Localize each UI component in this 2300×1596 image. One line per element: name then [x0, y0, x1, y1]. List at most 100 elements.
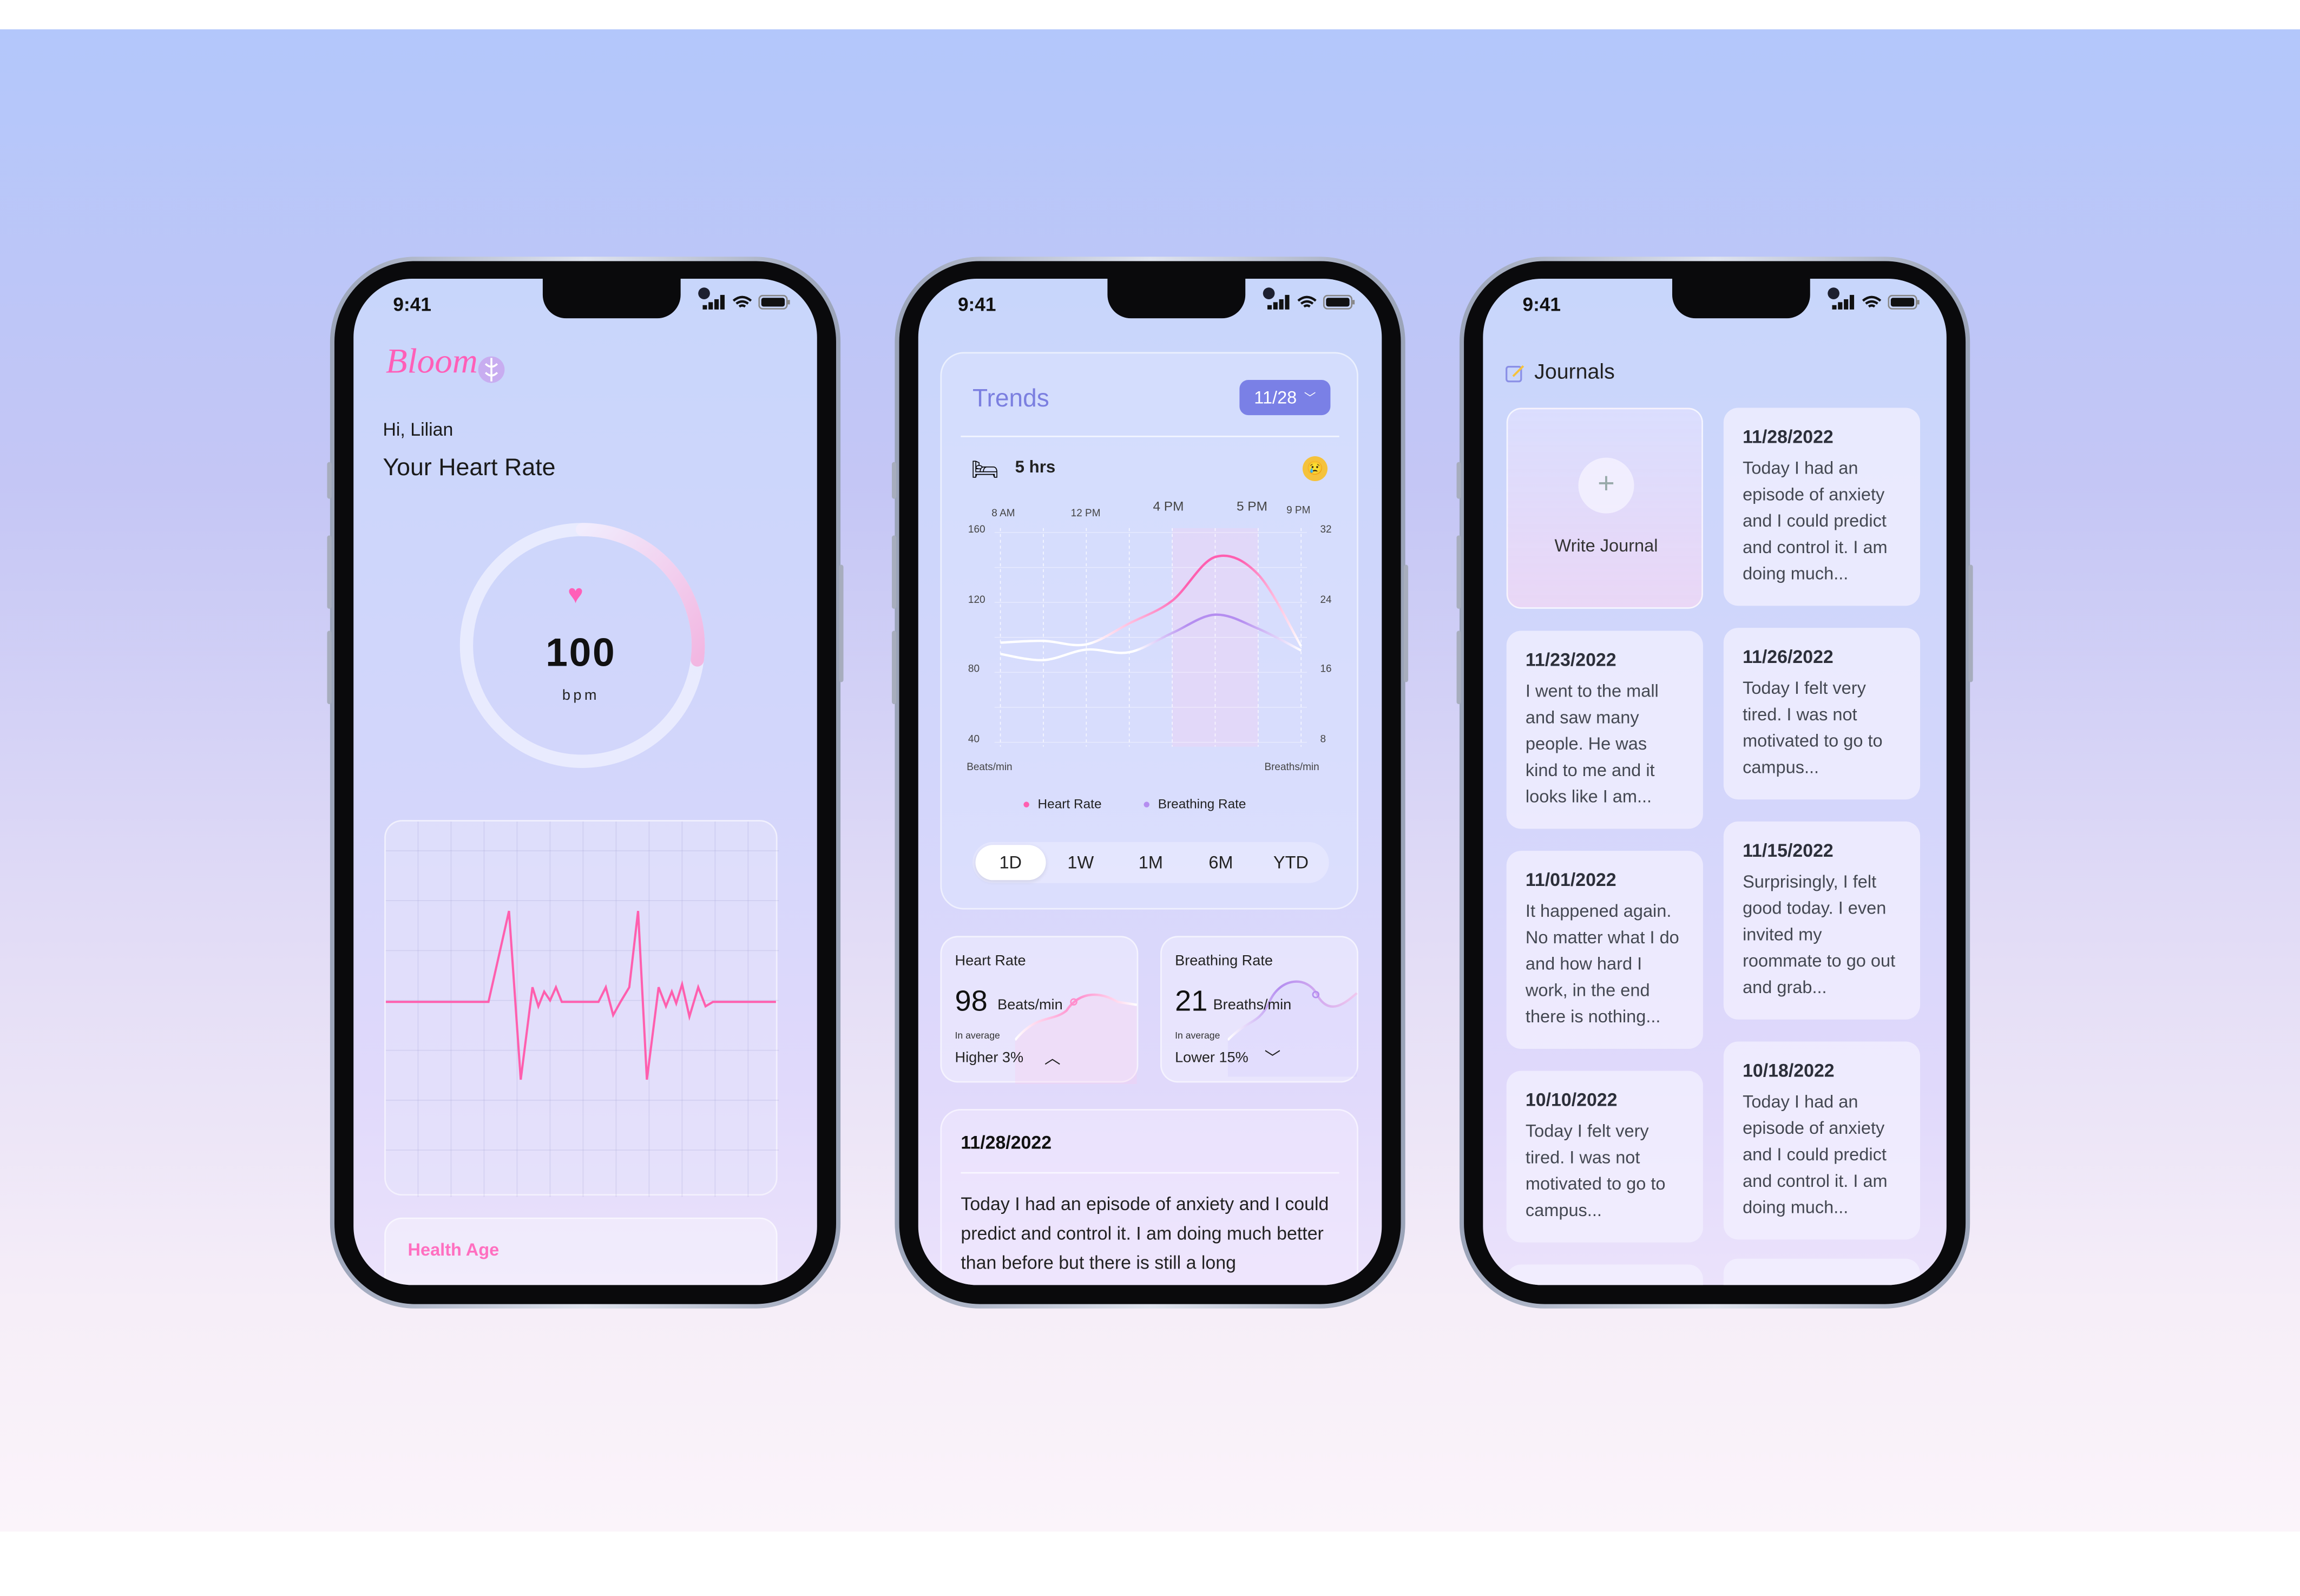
heart-rate-line: [1000, 554, 1303, 647]
journal-card[interactable]: 11/28/2022 Today I had an episode of anxi…: [1723, 408, 1921, 606]
journal-card[interactable]: 11/23/2022 I went to the mall and saw man…: [1506, 630, 1703, 829]
health-age-label: Health Age: [408, 1239, 500, 1260]
journal-date: 11/01/2022: [1525, 870, 1616, 891]
trends-card: Trends 11/28 ﹀ 🛏 5 hrs 😢 ● Heart Rate ● B…: [940, 352, 1358, 910]
card-title: Heart Rate: [955, 953, 1026, 970]
tab-6m[interactable]: 6M: [1208, 852, 1233, 873]
flower-logo-icon: [478, 356, 505, 383]
card-value: 98: [955, 986, 988, 1019]
journal-date: 11/23/2022: [1525, 649, 1616, 671]
card-unit: Beats/min: [997, 997, 1063, 1014]
page-title: Your Heart Rate: [383, 455, 556, 482]
journals-screen: 9:41 Journals + Write Journal 11/23/2022…: [1483, 278, 1947, 1285]
chevron-down-icon: ﹀: [1264, 1050, 1281, 1068]
journals-title: Journals: [1534, 360, 1615, 385]
status-icons: [702, 294, 791, 310]
tab-1d[interactable]: 1D: [975, 845, 1046, 881]
journal-text: Today I had an episode of anxiety and I …: [961, 1194, 1329, 1273]
heart-icon: ♥: [567, 579, 583, 609]
journal-date: 11/28/2022: [1743, 426, 1834, 448]
y-tick-right: 16: [1320, 665, 1332, 675]
x-tick-label: 5 PM: [1236, 498, 1267, 514]
card-caption: In average: [955, 1031, 1000, 1042]
divider: [961, 436, 1339, 437]
card-value: 21: [1175, 986, 1208, 1019]
journal-card[interactable]: 11/15/2022 Surprisingly, I felt good toda…: [1723, 821, 1921, 1020]
tab-1m[interactable]: 1M: [1138, 852, 1163, 873]
y-axis-label-right: Breaths/min: [1264, 763, 1319, 773]
plus-icon: +: [1578, 457, 1634, 514]
journal-card[interactable]: [1723, 1258, 1921, 1285]
journal-card[interactable]: 11/01/2022 It happened again. No matter w…: [1506, 851, 1703, 1049]
journal-excerpt: Today I felt very tired. I was not motiv…: [1525, 1120, 1666, 1221]
breathing-mini-chart: [1227, 980, 1358, 1077]
y-axis-label-left: Beats/min: [967, 763, 1013, 773]
card-title: Breathing Rate: [1175, 953, 1273, 970]
chevron-down-icon: ﹀: [1304, 391, 1316, 404]
journal-excerpt: Today I felt very tired. I was not motiv…: [1743, 678, 1883, 778]
write-journal-button[interactable]: + Write Journal: [1506, 408, 1703, 609]
y-tick-left: 40: [968, 734, 980, 745]
journal-card[interactable]: 10/10/2022 Today I felt very tired. I was…: [1506, 1070, 1703, 1243]
phone-journals: 9:41 Journals + Write Journal 11/23/2022…: [1456, 257, 1973, 1309]
card-change: Higher 3%: [955, 1050, 1024, 1067]
trends-screen: 9:41 Trends 11/28 ﹀ 🛏 5 hrs 😢 ● Heart Rat…: [918, 278, 1382, 1285]
card-unit: Breaths/min: [1213, 997, 1292, 1014]
greeting: Hi, Lilian: [383, 419, 454, 441]
y-tick-right: 8: [1320, 734, 1326, 745]
heart-mini-chart: [1015, 993, 1137, 1085]
signal-icon: [1267, 294, 1290, 310]
card-caption: In average: [1175, 1031, 1220, 1042]
y-tick-right: 24: [1320, 595, 1332, 606]
journal-card[interactable]: [1506, 1264, 1703, 1285]
trends-title: Trends: [972, 384, 1049, 412]
heart-rate-unit: bpm: [562, 688, 600, 705]
x-tick-label: 8 AM: [991, 509, 1015, 520]
journal-date: 11/15/2022: [1743, 840, 1834, 862]
journal-excerpt: Today I had an episode of anxiety and I …: [1743, 1091, 1888, 1218]
range-tabs: 1D 1W 1M 6M YTD: [972, 842, 1329, 883]
battery-icon: [1323, 294, 1355, 310]
bloom-logo: Bloom: [385, 343, 478, 382]
heart-rate-card[interactable]: Heart Rate 98 Beats/min In average Highe…: [940, 936, 1139, 1085]
tab-ytd[interactable]: YTD: [1273, 852, 1309, 873]
card-change: Lower 15%: [1175, 1050, 1248, 1067]
x-tick-label: 4 PM: [1153, 498, 1184, 514]
write-journal-label: Write Journal: [1554, 535, 1658, 556]
journal-excerpt: It happened again. No matter what I do a…: [1525, 901, 1679, 1027]
journal-date: 11/26/2022: [1743, 647, 1834, 668]
signal-icon: [1832, 294, 1855, 310]
breathing-rate-card[interactable]: Breathing Rate 21 Breaths/min In average…: [1160, 936, 1358, 1083]
journal-preview-card[interactable]: 11/28/2022 Today I had an episode of anx…: [940, 1109, 1358, 1285]
ecg-card: [384, 820, 779, 1197]
trends-chart: [994, 528, 1307, 747]
journal-date: 11/28/2022: [961, 1132, 1052, 1153]
battery-icon: [758, 294, 790, 310]
journal-card[interactable]: 11/26/2022 Today I felt very tired. I was…: [1723, 628, 1921, 800]
journal-card[interactable]: 10/18/2022 Today I had an episode of anxi…: [1723, 1041, 1921, 1240]
tab-1w[interactable]: 1W: [1067, 852, 1094, 873]
journal-date: 10/10/2022: [1525, 1089, 1618, 1111]
date-dropdown-value: 11/28: [1254, 387, 1297, 408]
phone-home: 9:41 Bloom Hi, Lilian Your Heart Rate ♥ …: [327, 257, 844, 1309]
legend-breathing-rate: ● Breathing Rate: [1142, 796, 1246, 811]
signal-icon: [702, 294, 725, 310]
journal-date: 10/18/2022: [1743, 1060, 1835, 1081]
journal-excerpt: I went to the mall and saw many people. …: [1525, 680, 1659, 807]
y-tick-left: 120: [968, 595, 985, 606]
legend-heart-rate: ● Heart Rate: [1022, 796, 1102, 811]
wifi-icon: [732, 295, 752, 308]
chevron-up-icon: ︿: [1044, 1050, 1061, 1068]
status-time: 9:41: [957, 293, 996, 316]
home-screen: 9:41 Bloom Hi, Lilian Your Heart Rate ♥ …: [353, 278, 817, 1285]
crying-face-icon: 😢: [1302, 456, 1328, 482]
health-age-card[interactable]: Health Age: [384, 1217, 778, 1285]
date-dropdown[interactable]: 11/28 ﹀: [1239, 380, 1331, 416]
y-tick-left: 160: [968, 525, 985, 536]
ecg-line: [385, 910, 776, 1080]
journal-excerpt: Surprisingly, I felt good today. I even …: [1743, 871, 1896, 998]
sleep-duration: 5 hrs: [1015, 459, 1056, 477]
breathing-rate-line: [1000, 613, 1302, 661]
x-tick-label: 9 PM: [1286, 506, 1311, 517]
